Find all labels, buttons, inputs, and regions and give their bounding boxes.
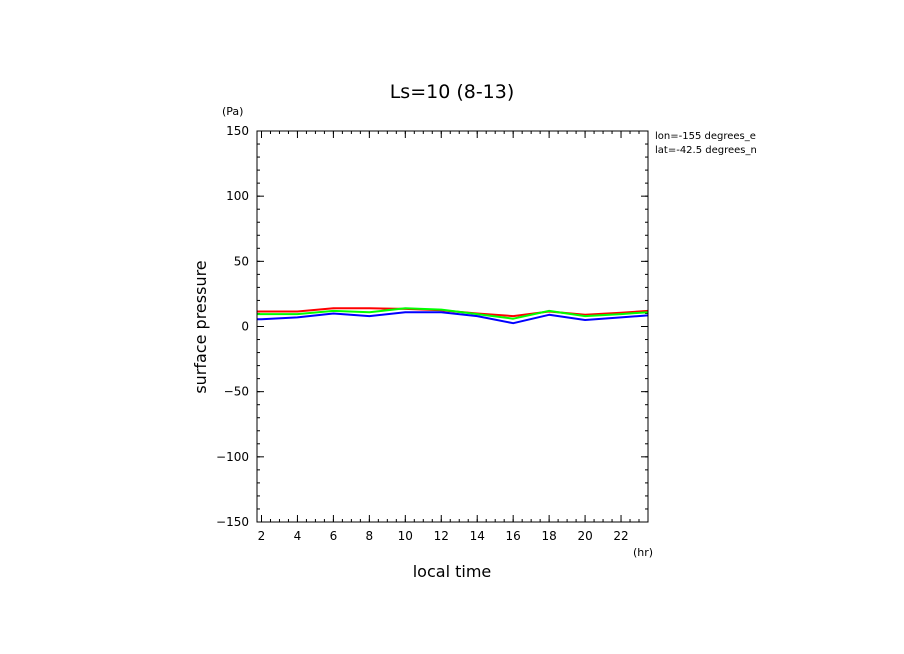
chart-title: Ls=10 (8-13) — [390, 81, 515, 103]
series-line-2 — [257, 307, 649, 320]
x-tick-label: 18 — [541, 529, 556, 543]
y-tick-label: 50 — [234, 254, 249, 268]
y-axis-label: surface pressure — [191, 260, 210, 393]
x-tick-label: 10 — [398, 529, 413, 543]
y-tick-label: 0 — [241, 320, 249, 334]
series-lines — [257, 307, 649, 325]
x-tick-label: 16 — [506, 529, 521, 543]
y-tick-label: −50 — [224, 385, 249, 399]
y-tick-label: −150 — [216, 515, 249, 529]
y-unit-label: (Pa) — [222, 105, 243, 118]
x-tick-label: 22 — [613, 529, 628, 543]
x-unit-label: (hr) — [633, 546, 653, 559]
x-tick-label: 8 — [366, 529, 374, 543]
plot-frame — [256, 130, 649, 523]
y-tick-label: −100 — [216, 450, 249, 464]
x-tick-label: 6 — [330, 529, 338, 543]
annotation-longitude: lon=-155 degrees_e — [655, 131, 756, 142]
annotation-latitude: lat=-42.5 degrees_n — [655, 145, 757, 156]
axis-ticks: 2 4 6 8 10 12 14 16 18 20 22 150 100 50 0 −50 −100 −150 — [216, 124, 649, 543]
x-tick-label: 4 — [294, 529, 302, 543]
x-tick-label: 14 — [470, 529, 485, 543]
x-tick-label: 2 — [258, 529, 266, 543]
y-tick-label: 100 — [226, 189, 249, 203]
x-axis-label: local time — [413, 562, 492, 581]
series-line-3 — [257, 311, 649, 325]
x-tick-label: 12 — [434, 529, 449, 543]
x-tick-label: 20 — [577, 529, 592, 543]
y-tick-label: 150 — [226, 124, 249, 138]
